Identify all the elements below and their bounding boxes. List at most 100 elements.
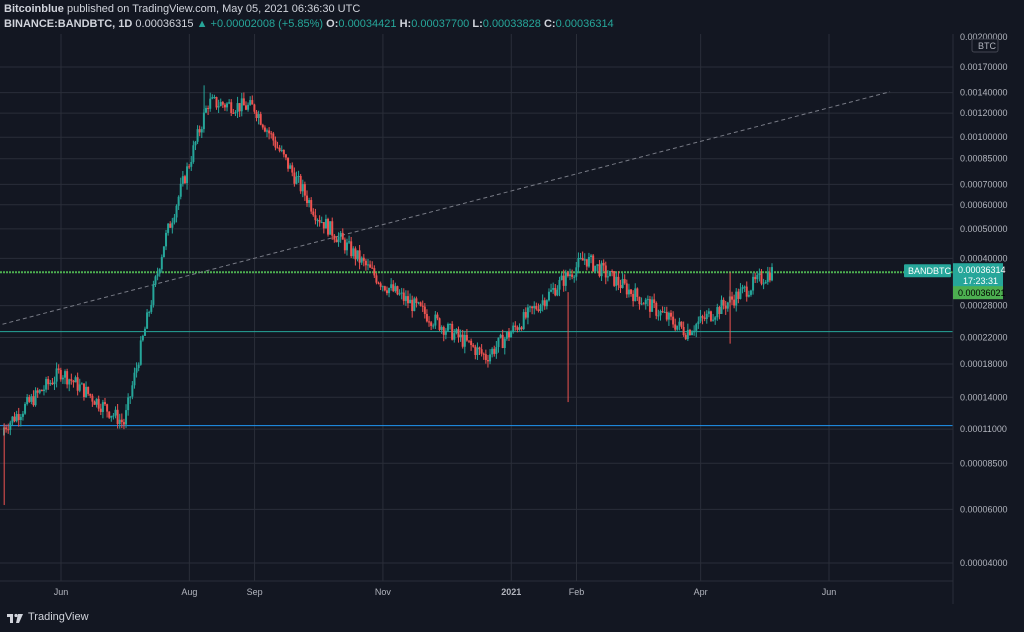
candle-body: [670, 312, 673, 317]
candle-body: [524, 312, 527, 318]
candle-body: [411, 299, 414, 311]
currency-box[interactable]: [971, 38, 999, 53]
candle-body: [333, 235, 336, 240]
candle-body: [358, 250, 361, 263]
candle-body: [282, 149, 285, 155]
candle-body: [623, 279, 626, 284]
footer: TradingView: [0, 604, 1024, 632]
candle-body: [266, 130, 269, 132]
candle-body: [402, 292, 405, 301]
candle-body: [57, 368, 60, 370]
candle-body: [341, 232, 344, 240]
tradingview-brand[interactable]: TradingView: [28, 611, 89, 623]
x-tick-label: Jun: [54, 587, 69, 597]
trendline[interactable]: [0, 91, 891, 326]
candle-body: [438, 318, 441, 330]
candle-body: [442, 327, 445, 335]
candle-body: [611, 271, 614, 273]
candle-body: [270, 133, 273, 135]
candle-body: [701, 316, 704, 318]
candle-body: [432, 325, 435, 327]
candle-body: [672, 316, 675, 325]
candle-body: [280, 149, 283, 151]
candle-body: [594, 265, 597, 272]
candle-body: [463, 335, 466, 347]
price-axis[interactable]: 0.00170000 0.00140000 0.00120000 0.00100000…: [960, 32, 1008, 568]
candle-body: [377, 282, 380, 284]
candle-body: [45, 378, 48, 390]
author-name[interactable]: Bitcoinblue: [4, 3, 64, 15]
currency-label[interactable]: BTC: [978, 41, 997, 51]
y-tick-label: 0.00050000: [960, 224, 1008, 234]
candle-body: [747, 294, 750, 297]
candle-body: [133, 372, 136, 386]
candle-body: [722, 299, 725, 306]
candle-body: [367, 264, 370, 266]
last-price-tag-value: 0.00036314: [958, 265, 1006, 275]
candle-body: [320, 222, 323, 224]
candle-body: [428, 321, 431, 323]
candle-body: [693, 330, 696, 333]
candle-body: [272, 133, 275, 141]
candle-body: [480, 349, 483, 354]
candle-body: [19, 416, 22, 421]
candle-body: [604, 265, 607, 278]
candle-body: [209, 98, 212, 109]
candle-body: [390, 284, 393, 289]
candle-body: [486, 360, 489, 362]
candle-body: [207, 108, 210, 110]
candle-body: [425, 313, 428, 322]
candle-body: [535, 306, 538, 310]
candle-body: [89, 393, 92, 396]
candle-body: [139, 340, 142, 365]
candle-body: [171, 222, 174, 228]
candle-body: [531, 306, 534, 309]
candle-body: [533, 306, 536, 309]
candle-body: [659, 311, 662, 316]
candle-body: [518, 327, 521, 330]
candle-body: [234, 112, 237, 114]
candle-body: [213, 97, 216, 99]
candle-body: [699, 316, 702, 322]
candle-body: [375, 275, 378, 283]
candle-body: [644, 299, 647, 305]
candle-body: [768, 272, 771, 281]
high-value: 0.00037700: [411, 18, 470, 30]
symbol-tag-label: BANDBTC: [908, 266, 952, 276]
candle-body: [97, 398, 100, 409]
candle-body: [72, 380, 75, 383]
candle-body: [474, 346, 477, 356]
candle-body: [219, 102, 222, 107]
candle-body: [585, 259, 588, 267]
horizontal-levels[interactable]: [0, 271, 953, 427]
candle-body: [95, 398, 98, 405]
candle-body: [305, 195, 308, 204]
symbol-name[interactable]: BINANCE:BANDBTC, 1D: [4, 18, 133, 30]
candle-body: [398, 293, 401, 295]
candle-body: [451, 323, 454, 340]
candle-body: [430, 322, 433, 326]
candle-body: [691, 332, 694, 336]
x-tick-label: Jun: [822, 587, 837, 597]
candle-body: [263, 127, 266, 132]
candle-body: [575, 267, 578, 277]
candle-body: [653, 299, 656, 303]
y-tick-label: 0.00120000: [960, 108, 1008, 118]
candle-body: [154, 276, 157, 285]
price-chart[interactable]: 0.00170000 0.00140000 0.00120000 0.00100000…: [0, 0, 1024, 604]
candle-body: [238, 103, 241, 112]
trendline-dashed[interactable]: [0, 91, 891, 326]
candle-body: [236, 103, 239, 113]
candle-body: [636, 288, 639, 297]
candle-body: [556, 289, 559, 296]
candle-body: [137, 364, 140, 369]
candle-body: [34, 390, 37, 406]
tradingview-logo-icon[interactable]: [6, 610, 24, 626]
candle-body: [444, 330, 447, 335]
candle-body: [735, 291, 738, 306]
candle-body: [295, 176, 298, 184]
time-axis[interactable]: Jun Aug Sep Nov 2021 Feb Apr Jun: [54, 587, 837, 597]
candle-body: [162, 246, 165, 258]
candle-body: [5, 427, 8, 430]
candle-body: [661, 311, 664, 313]
